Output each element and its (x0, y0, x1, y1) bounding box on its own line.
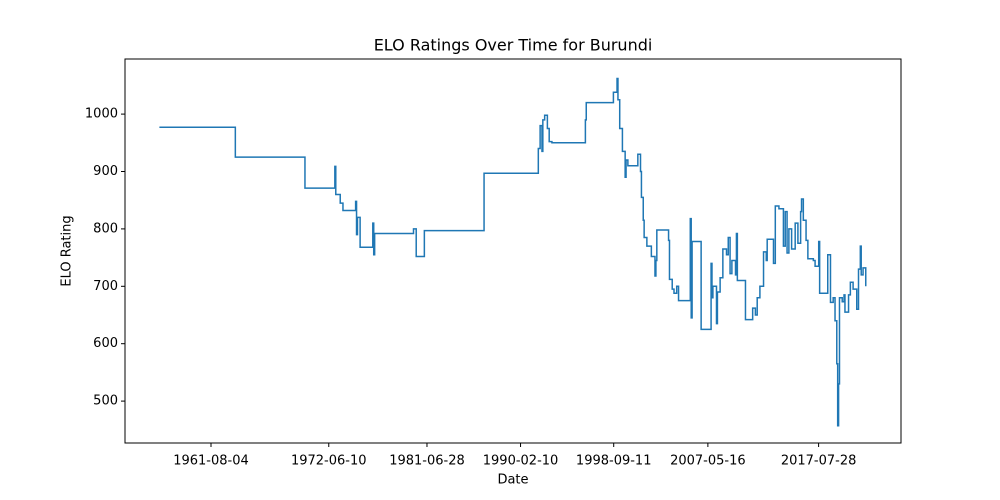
x-tick-label: 1990-02-10 (483, 454, 559, 469)
y-tick-label: 800 (93, 221, 118, 236)
x-tick-label: 2007-05-16 (670, 454, 746, 469)
x-tick-label: 1998-09-11 (576, 454, 652, 469)
x-tick-label: 1972-06-10 (291, 454, 367, 469)
x-tick-label: 1961-08-04 (173, 454, 249, 469)
y-axis-label: ELO Rating (60, 215, 75, 286)
plot-frame (124, 58, 902, 444)
x-tick-label: 2017-07-28 (781, 454, 857, 469)
y-tick-label: 900 (93, 164, 118, 179)
y-tick-label: 600 (93, 336, 118, 351)
y-tick-label: 1000 (85, 107, 118, 122)
y-tick-label: 500 (93, 394, 118, 409)
y-tick-label: 700 (93, 279, 118, 294)
chart-title: ELO Ratings Over Time for Burundi (374, 36, 653, 55)
x-tick-label: 1981-06-28 (389, 454, 465, 469)
x-axis-label: Date (497, 473, 528, 488)
line (159, 77, 867, 427)
